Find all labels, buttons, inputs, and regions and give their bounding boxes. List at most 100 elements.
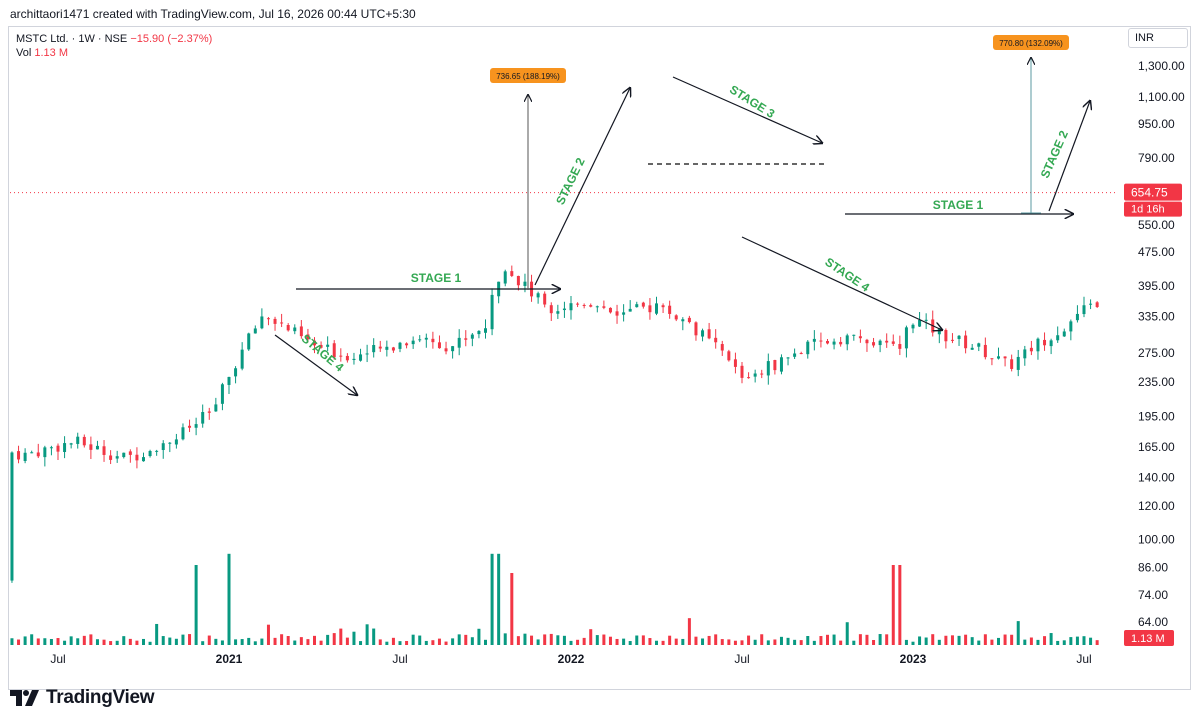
volume-bar [701, 638, 705, 645]
stage-label: STAGE 4 [299, 331, 347, 374]
volume-bar [82, 635, 86, 645]
candle-body [188, 425, 192, 428]
volume-bar [786, 637, 790, 645]
volume-bar [484, 639, 487, 645]
candle-body [339, 355, 343, 357]
candle-body [826, 340, 829, 344]
x-tick-label: Jul [734, 652, 749, 666]
candle-body [385, 346, 389, 350]
candle-body [115, 456, 119, 459]
candle-body [635, 304, 639, 308]
candle-body [451, 346, 455, 352]
currency-selector[interactable]: INR [1128, 28, 1188, 48]
volume-bar [648, 638, 652, 645]
stage-label: STAGE 1 [933, 198, 984, 212]
candle-body [1010, 359, 1014, 369]
volume-bar [470, 637, 474, 645]
candle-body [148, 450, 152, 457]
volume-bar [201, 641, 205, 645]
candle-body [431, 338, 435, 343]
candle-body [1043, 339, 1047, 346]
volume-bar [128, 638, 132, 645]
volume-bar [464, 634, 468, 645]
volume-bar [240, 639, 244, 645]
y-tick-label: 550.00 [1138, 218, 1175, 232]
stage-label: STAGE 2 [1038, 128, 1071, 180]
price-change: −15.90 (−2.37%) [130, 33, 213, 45]
volume-bar [898, 565, 902, 645]
volume-bar [865, 634, 869, 645]
volume-bar [207, 635, 211, 645]
x-tick-label: 2023 [900, 652, 927, 666]
candle-body [109, 455, 113, 460]
chart-canvas[interactable]: 1,300.00 1,100.00 950.00 790.00 550.00 475.00… [0, 0, 1199, 690]
y-tick-label: 475.00 [1138, 245, 1175, 259]
tradingview-logo[interactable]: TradingView [10, 686, 155, 710]
y-tick-label: 335.00 [1138, 309, 1175, 323]
volume-bar [674, 638, 678, 645]
volume-bar [76, 638, 80, 645]
volume-bar [503, 633, 507, 645]
volume-bar [983, 634, 987, 645]
volume-bar [839, 640, 843, 645]
candle-body [918, 320, 922, 327]
candle-body [832, 341, 836, 345]
candle-body [865, 339, 869, 344]
candle-body [155, 450, 159, 452]
candle-body [194, 424, 198, 428]
candle-body [1095, 302, 1099, 308]
candle-body [655, 303, 658, 314]
candle-body [201, 412, 205, 424]
y-tick-label: 140.00 [1138, 470, 1175, 484]
volume-bar [155, 623, 159, 645]
volume-bar [266, 624, 270, 645]
volume-bar [918, 636, 922, 645]
candle-body [681, 319, 685, 322]
candle-body [694, 322, 698, 336]
candle-body [391, 347, 395, 351]
volume-bar [635, 635, 639, 645]
volume-bar [793, 639, 797, 645]
candle-body [326, 344, 330, 347]
volume-bar [135, 640, 139, 645]
candle-body [615, 311, 619, 316]
candle-body [720, 344, 724, 351]
volume-bar [43, 638, 47, 645]
x-tick-label: 2022 [558, 652, 585, 666]
volume-bar [773, 639, 777, 645]
volume-bar [319, 640, 323, 645]
measure-badge [993, 35, 1069, 50]
candle-body [786, 357, 790, 359]
volume-bar [161, 636, 165, 645]
volume-bar [582, 637, 586, 645]
volume-bar [766, 640, 770, 645]
volume-bar [562, 635, 566, 645]
volume-bar [799, 640, 803, 645]
volume-bar [694, 636, 698, 645]
volume-bar [56, 638, 60, 645]
candle-body [549, 305, 553, 314]
x-tick-label: Jul [392, 652, 407, 666]
symbol-title[interactable]: MSTC Ltd. · 1W · NSE [16, 33, 128, 45]
candle-body [253, 328, 257, 334]
candle-body [1029, 347, 1033, 352]
volume-bar [148, 641, 152, 645]
volume-bar [661, 640, 665, 645]
volume-bar [510, 573, 514, 645]
volume-bar [970, 637, 974, 645]
volume-bar [293, 640, 297, 645]
candle-body [944, 330, 948, 342]
candle-body [911, 324, 915, 329]
stage-label: STAGE 4 [822, 255, 872, 295]
volume-bar [286, 636, 290, 645]
candle-body [510, 271, 514, 276]
candle-body [405, 343, 409, 346]
volume-bar [819, 636, 823, 645]
candle-body [220, 384, 224, 404]
candle-body [36, 452, 40, 457]
volume-bar [352, 631, 356, 645]
volume-bar [339, 628, 343, 645]
volume-bar [595, 635, 599, 645]
volume-bar [1003, 634, 1007, 645]
volume-bar [497, 553, 501, 645]
